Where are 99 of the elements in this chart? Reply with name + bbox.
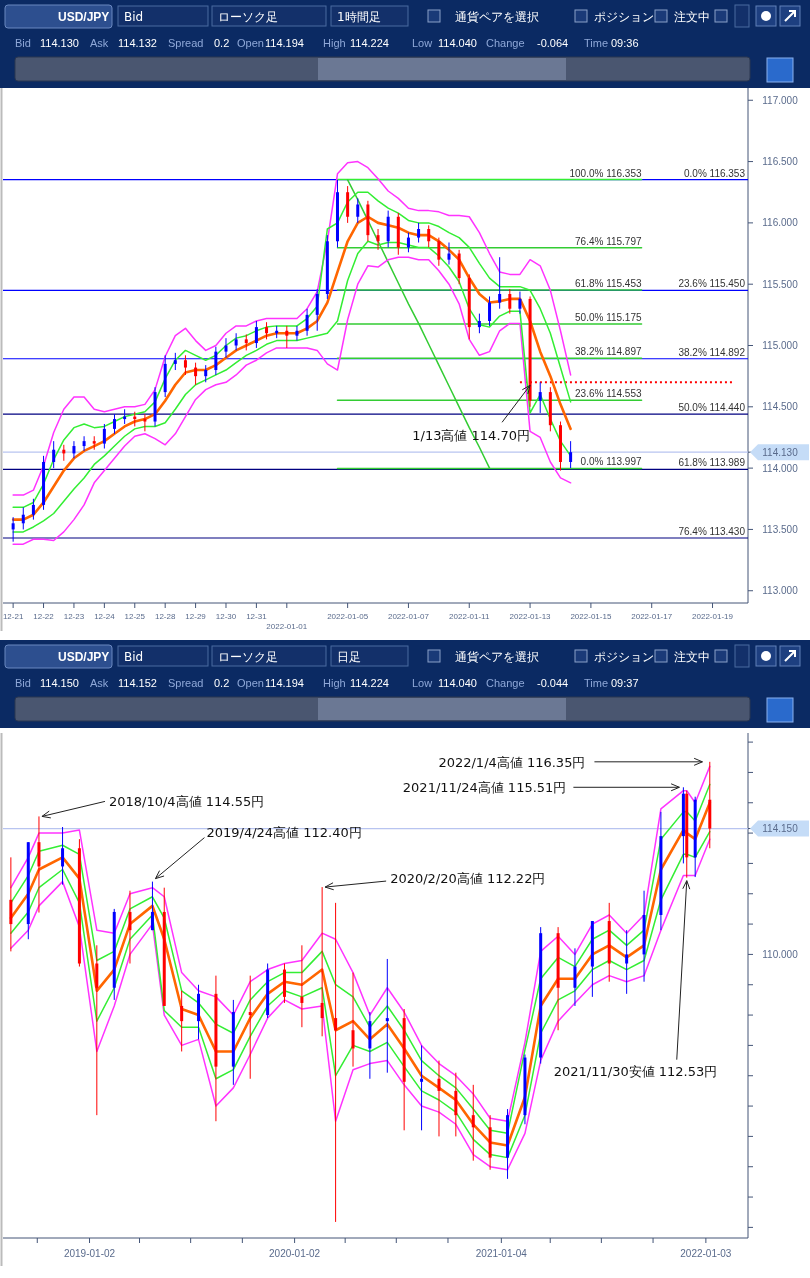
x-tick-label: 12-24	[94, 612, 116, 621]
ref-line-label: 0.0% 116.353	[684, 167, 746, 179]
text: 注文中	[674, 650, 710, 664]
annotation: 2022/1/4高値 116.35円	[438, 754, 586, 770]
series-label: 61.8% 115.453	[575, 277, 642, 289]
text: 114.224	[350, 677, 389, 689]
text: Spread	[168, 37, 204, 49]
text: High	[323, 677, 346, 689]
text: Open	[237, 37, 264, 49]
text: 0.2	[214, 37, 230, 49]
series-label: 0.0% 113.997	[580, 456, 642, 468]
text: Time	[584, 37, 609, 49]
text: Bid	[15, 677, 31, 689]
y-tick-label: 116.500	[762, 156, 799, 168]
text: Low	[412, 677, 433, 689]
text: Change	[486, 37, 525, 49]
x-tick-label: 2021-01-04	[475, 1248, 528, 1259]
text: 日足	[337, 650, 361, 664]
text: Open	[237, 677, 264, 689]
text: USD/JPY	[58, 650, 110, 664]
text: ローソク足	[218, 650, 278, 664]
y-tick-label: 117.000	[762, 94, 799, 106]
y-tick-label: 114.150	[762, 823, 799, 835]
x-tick-label: 2022-01-03	[680, 1248, 732, 1259]
text: 09:37	[611, 677, 639, 689]
text: 通貨ペアを選択	[455, 10, 539, 24]
text: Bid	[124, 10, 144, 24]
text: 09:36	[611, 37, 639, 49]
text: 114.194	[265, 677, 304, 689]
ref-line-label: 38.2% 114.892	[678, 346, 746, 358]
y-tick-label: 114.130	[762, 446, 799, 458]
text: 通貨ペアを選択	[455, 650, 539, 664]
y-tick-label: 116.000	[762, 217, 799, 229]
text: 114.040	[438, 37, 477, 49]
y-tick-label: 114.000	[762, 462, 799, 474]
series-label: 100.0% 116.353	[569, 167, 642, 179]
annotation: 2020/2/20高値 112.22円	[390, 871, 546, 887]
x-tick-label: 2022-01-13	[509, 612, 552, 621]
text: Low	[412, 37, 433, 49]
text: 114.224	[350, 37, 389, 49]
y-tick-label: 114.500	[762, 401, 799, 413]
annotation: 2018/10/4高値 114.55円	[108, 794, 265, 810]
text: 114.132	[118, 37, 157, 49]
text: Change	[486, 677, 525, 689]
text: High	[323, 37, 346, 49]
text: Ask	[90, 37, 109, 49]
series-label: 38.2% 114.897	[575, 346, 642, 358]
text: 114.130	[40, 37, 79, 49]
y-tick-label: 113.500	[762, 523, 799, 535]
series-label: 50.0% 115.175	[575, 312, 642, 324]
annotation: 2019/4/24高値 112.40円	[206, 824, 362, 840]
text: 114.040	[438, 677, 477, 689]
x-tick-label: 2022-01-17	[631, 612, 673, 621]
text: Time	[584, 677, 609, 689]
x-tick-label: 12-31	[246, 612, 268, 621]
text: USD/JPY	[58, 10, 110, 24]
x-tick-label: 12-23	[63, 612, 85, 621]
text: Ask	[90, 677, 109, 689]
text: ポジション	[594, 10, 654, 24]
text: 1時間足	[337, 10, 381, 24]
text: Bid	[124, 650, 144, 664]
x-tick-label: 2022-01-15	[570, 612, 612, 621]
annotation: 1/13高値 114.70円	[412, 428, 531, 444]
x-tick-label: 2022-01-01	[266, 622, 308, 631]
text: -0.064	[537, 37, 569, 49]
x-tick-label: 2022-01-05	[327, 612, 369, 621]
ref-line-label: 76.4% 113.430	[678, 526, 746, 538]
series-label: 76.4% 115.797	[575, 235, 642, 247]
text: ポジション	[594, 650, 654, 664]
y-tick-label: 113.000	[762, 585, 799, 597]
y-tick-label: 115.500	[762, 278, 799, 290]
x-tick-label: 2020-01-02	[269, 1248, 321, 1259]
x-tick-label: 12-21	[2, 612, 24, 621]
text: 114.194	[265, 37, 304, 49]
text: 114.150	[40, 677, 79, 689]
x-tick-label: 12-30	[215, 612, 237, 621]
text: 114.152	[118, 677, 157, 689]
x-tick-label: 12-25	[124, 612, 146, 621]
text: -0.044	[537, 677, 569, 689]
text: Spread	[168, 677, 204, 689]
annotation: 2021/11/30安値 112.53円	[553, 1063, 718, 1079]
x-tick-label: 2022-01-11	[449, 612, 490, 621]
y-tick-label: 110.000	[762, 948, 799, 960]
x-tick-label: 2022-01-07	[387, 612, 430, 621]
text: 0.2	[214, 677, 230, 689]
x-tick-label: 12-22	[33, 612, 55, 621]
y-tick-label: 115.000	[762, 340, 799, 351]
x-tick-label: 12-29	[185, 612, 207, 621]
text: Bid	[15, 37, 31, 49]
ref-line-label: 50.0% 114.440	[678, 402, 746, 414]
x-tick-label: 12-28	[154, 612, 176, 621]
x-tick-label: 2022-01-19	[692, 612, 734, 621]
annotation: 2021/11/24高値 115.51円	[402, 780, 567, 796]
series-label: 23.6% 114.553	[575, 388, 642, 400]
x-tick-label: 2019-01-02	[63, 1248, 116, 1259]
text: 注文中	[674, 10, 710, 24]
ref-line-label: 61.8% 113.989	[678, 457, 746, 469]
ref-line-label: 23.6% 115.450	[678, 278, 746, 290]
text: ローソク足	[218, 10, 278, 24]
